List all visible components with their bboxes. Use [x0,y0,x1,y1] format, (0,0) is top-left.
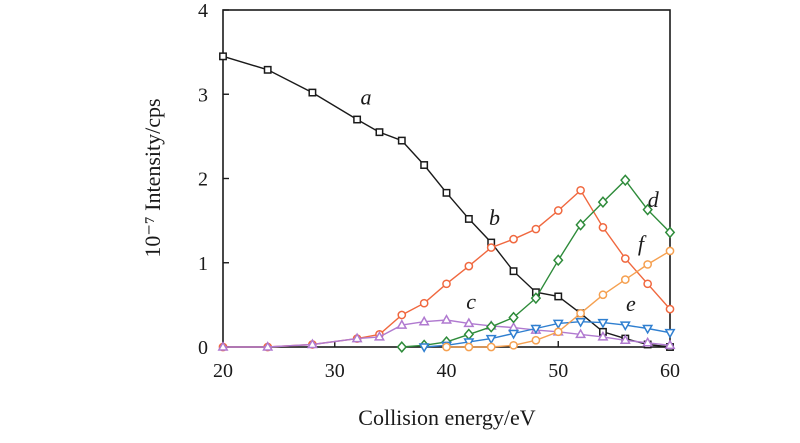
series-label-c: c [466,289,476,314]
data-point [531,224,541,234]
data-point [620,174,631,187]
data-point [419,298,429,308]
x-tick-label: 60 [660,360,680,382]
data-point [554,292,563,301]
series-line [424,320,671,348]
data-point [308,88,317,97]
data-point [553,206,563,215]
data-point [620,275,630,284]
data-point [441,314,452,324]
data-point [464,214,473,223]
data-point [553,254,564,267]
data-point [418,315,430,326]
data-point [597,196,609,209]
data-point [642,336,654,347]
data-point [263,65,272,74]
data-point [464,342,474,352]
series-line [223,319,671,348]
data-point [373,330,385,341]
data-point [509,340,518,350]
data-point [353,115,362,124]
data-point [598,290,608,300]
series-label-e: e [626,291,636,316]
y-tick-label: 3 [198,84,208,106]
series-e [418,317,676,353]
series-layer [217,52,676,353]
data-point [576,185,585,195]
series-b [218,185,675,352]
data-point [306,338,318,349]
data-point [396,341,407,353]
data-point [643,279,653,289]
data-point [397,136,406,145]
data-point [619,334,631,345]
data-point [486,342,496,352]
data-point [486,243,496,252]
x-tick-label: 50 [548,360,568,382]
series-label-d: d [648,187,660,212]
data-point [442,342,451,352]
data-point [598,223,608,232]
data-point [642,324,654,335]
data-point [508,329,520,340]
data-point [508,321,520,332]
data-point [575,218,586,231]
data-point [553,327,563,337]
data-point [530,292,542,305]
x-axis-title: Collision energy/eV [358,405,536,430]
data-point [464,261,474,271]
y-axis-title: 10⁻⁷ Intensity/cps [140,98,165,257]
data-point [576,308,585,318]
data-point [597,318,609,329]
x-tick-label: 30 [325,360,345,382]
series-label-a: a [361,84,372,109]
series-label-b: b [489,205,500,230]
data-point [597,330,609,341]
data-point [552,319,564,330]
data-point [509,267,518,276]
data-point [442,188,451,197]
data-point [463,317,475,328]
data-point [531,335,541,345]
series-label-f: f [638,231,647,256]
data-point [420,161,429,169]
data-point [643,260,653,269]
data-point [262,341,274,351]
data-point [217,341,229,351]
data-point [396,319,408,329]
data-point [620,254,630,263]
data-point [463,338,475,348]
x-tick-label: 40 [437,360,457,382]
data-point [463,328,475,341]
data-point [530,324,542,335]
data-point [509,234,518,244]
data-point [642,203,653,216]
data-point [665,246,675,256]
data-point [619,321,631,332]
data-point [575,317,587,328]
y-tick-label: 2 [198,169,208,191]
y-tick-label: 1 [198,253,208,275]
y-tick-label: 0 [198,337,208,359]
x-tick-label: 20 [213,360,233,382]
series-f [442,246,675,352]
data-point [575,328,587,339]
data-point [375,128,384,137]
data-point [664,328,676,339]
data-point [665,304,675,314]
axis-ticks: 20 30 40 50 60 0 1 2 3 4 [198,0,680,382]
series-labels: a b c d e f [361,84,660,315]
data-point [418,343,430,353]
data-point [442,279,451,289]
data-point [219,52,227,61]
y-tick-label: 4 [198,0,208,22]
data-point [664,226,676,239]
data-point [664,339,676,350]
data-point [397,310,407,320]
data-point [351,332,363,343]
data-point [485,334,497,345]
data-point [508,311,519,324]
data-point [486,320,497,333]
